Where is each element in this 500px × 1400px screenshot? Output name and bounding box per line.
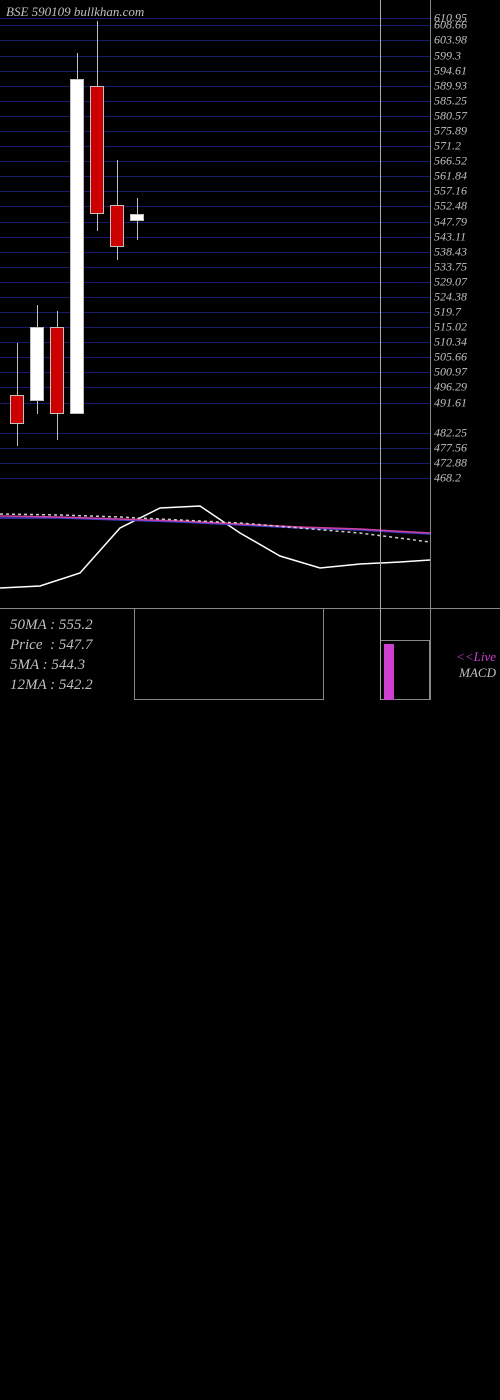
y-tick-label: 594.61 bbox=[434, 63, 467, 78]
gridline bbox=[0, 342, 430, 343]
candle-body[interactable] bbox=[70, 79, 84, 414]
y-tick-label: 608.66 bbox=[434, 18, 467, 33]
candle-body[interactable] bbox=[30, 327, 44, 401]
gridline bbox=[0, 463, 430, 464]
gridline bbox=[0, 433, 430, 434]
gridline bbox=[0, 222, 430, 223]
y-tick-label: 510.34 bbox=[434, 335, 467, 350]
candle-body[interactable] bbox=[110, 205, 124, 247]
gridline bbox=[0, 206, 430, 207]
gridline bbox=[0, 116, 430, 117]
gridline bbox=[0, 71, 430, 72]
gridline bbox=[0, 25, 430, 26]
gridline bbox=[0, 267, 430, 268]
y-tick-label: 533.75 bbox=[434, 259, 467, 274]
y-tick-label: 477.56 bbox=[434, 440, 467, 455]
gridline bbox=[0, 327, 430, 328]
y-tick-label: 482.25 bbox=[434, 425, 467, 440]
price-chart-area[interactable] bbox=[0, 18, 430, 478]
gridline bbox=[0, 252, 430, 253]
live-label: <<Live bbox=[456, 649, 496, 665]
y-tick-label: 505.66 bbox=[434, 350, 467, 365]
y-tick-label: 538.43 bbox=[434, 244, 467, 259]
candle-body[interactable] bbox=[50, 327, 64, 414]
y-tick-label: 575.89 bbox=[434, 123, 467, 138]
gridline bbox=[0, 312, 430, 313]
candle-body[interactable] bbox=[10, 395, 24, 424]
y-tick-label: 557.16 bbox=[434, 184, 467, 199]
gridline bbox=[0, 372, 430, 373]
cursor-vertical-line bbox=[380, 0, 381, 700]
chart-title: BSE 590109 bullkhan.com bbox=[6, 4, 144, 20]
y-tick-label: 491.61 bbox=[434, 395, 467, 410]
gridline bbox=[0, 448, 430, 449]
y-axis-line bbox=[430, 0, 431, 700]
y-tick-label: 519.7 bbox=[434, 305, 461, 320]
y-tick-label: 589.93 bbox=[434, 78, 467, 93]
y-tick-label: 496.29 bbox=[434, 380, 467, 395]
y-tick-label: 547.79 bbox=[434, 214, 467, 229]
y-tick-label: 468.2 bbox=[434, 471, 461, 486]
info-line: 12MA : 542.2 bbox=[10, 677, 93, 694]
y-tick-label: 599.3 bbox=[434, 48, 461, 63]
candle-body[interactable] bbox=[90, 86, 104, 215]
gridline bbox=[0, 191, 430, 192]
info-line: Price : 547.7 bbox=[10, 637, 92, 654]
indicator-panel bbox=[0, 478, 430, 608]
gridline bbox=[0, 176, 430, 177]
y-tick-label: 500.97 bbox=[434, 365, 467, 380]
y-tick-label: 524.38 bbox=[434, 289, 467, 304]
y-axis-labels: 610.95608.66603.98599.3594.61589.93585.2… bbox=[430, 18, 500, 478]
candle-body[interactable] bbox=[130, 214, 144, 220]
y-tick-label: 529.07 bbox=[434, 274, 467, 289]
y-tick-label: 561.84 bbox=[434, 169, 467, 184]
gridline bbox=[0, 357, 430, 358]
gridline bbox=[0, 237, 430, 238]
y-tick-label: 472.88 bbox=[434, 455, 467, 470]
y-tick-label: 571.2 bbox=[434, 139, 461, 154]
y-tick-label: 552.48 bbox=[434, 199, 467, 214]
y-tick-label: 515.02 bbox=[434, 320, 467, 335]
gridline bbox=[0, 131, 430, 132]
y-tick-label: 585.25 bbox=[434, 93, 467, 108]
indicator-svg bbox=[0, 478, 430, 608]
gridline bbox=[0, 56, 430, 57]
outline-box bbox=[134, 608, 324, 700]
y-tick-label: 566.52 bbox=[434, 154, 467, 169]
gridline bbox=[0, 161, 430, 162]
ma-blue bbox=[0, 518, 430, 534]
gridline bbox=[0, 86, 430, 87]
gridline bbox=[0, 40, 430, 41]
gridline bbox=[0, 297, 430, 298]
macd-bar bbox=[384, 644, 394, 700]
gridline bbox=[0, 101, 430, 102]
chart-root: BSE 590109 bullkhan.com 610.95608.66603.… bbox=[0, 0, 500, 700]
info-line: 50MA : 555.2 bbox=[10, 617, 93, 634]
y-tick-label: 580.57 bbox=[434, 108, 467, 123]
info-line: 5MA : 544.3 bbox=[10, 657, 85, 674]
gridline bbox=[0, 403, 430, 404]
gridline bbox=[0, 146, 430, 147]
y-tick-label: 603.98 bbox=[434, 33, 467, 48]
gridline bbox=[0, 387, 430, 388]
y-tick-label: 543.11 bbox=[434, 229, 466, 244]
macd-label: MACD bbox=[459, 665, 496, 681]
gridline bbox=[0, 282, 430, 283]
